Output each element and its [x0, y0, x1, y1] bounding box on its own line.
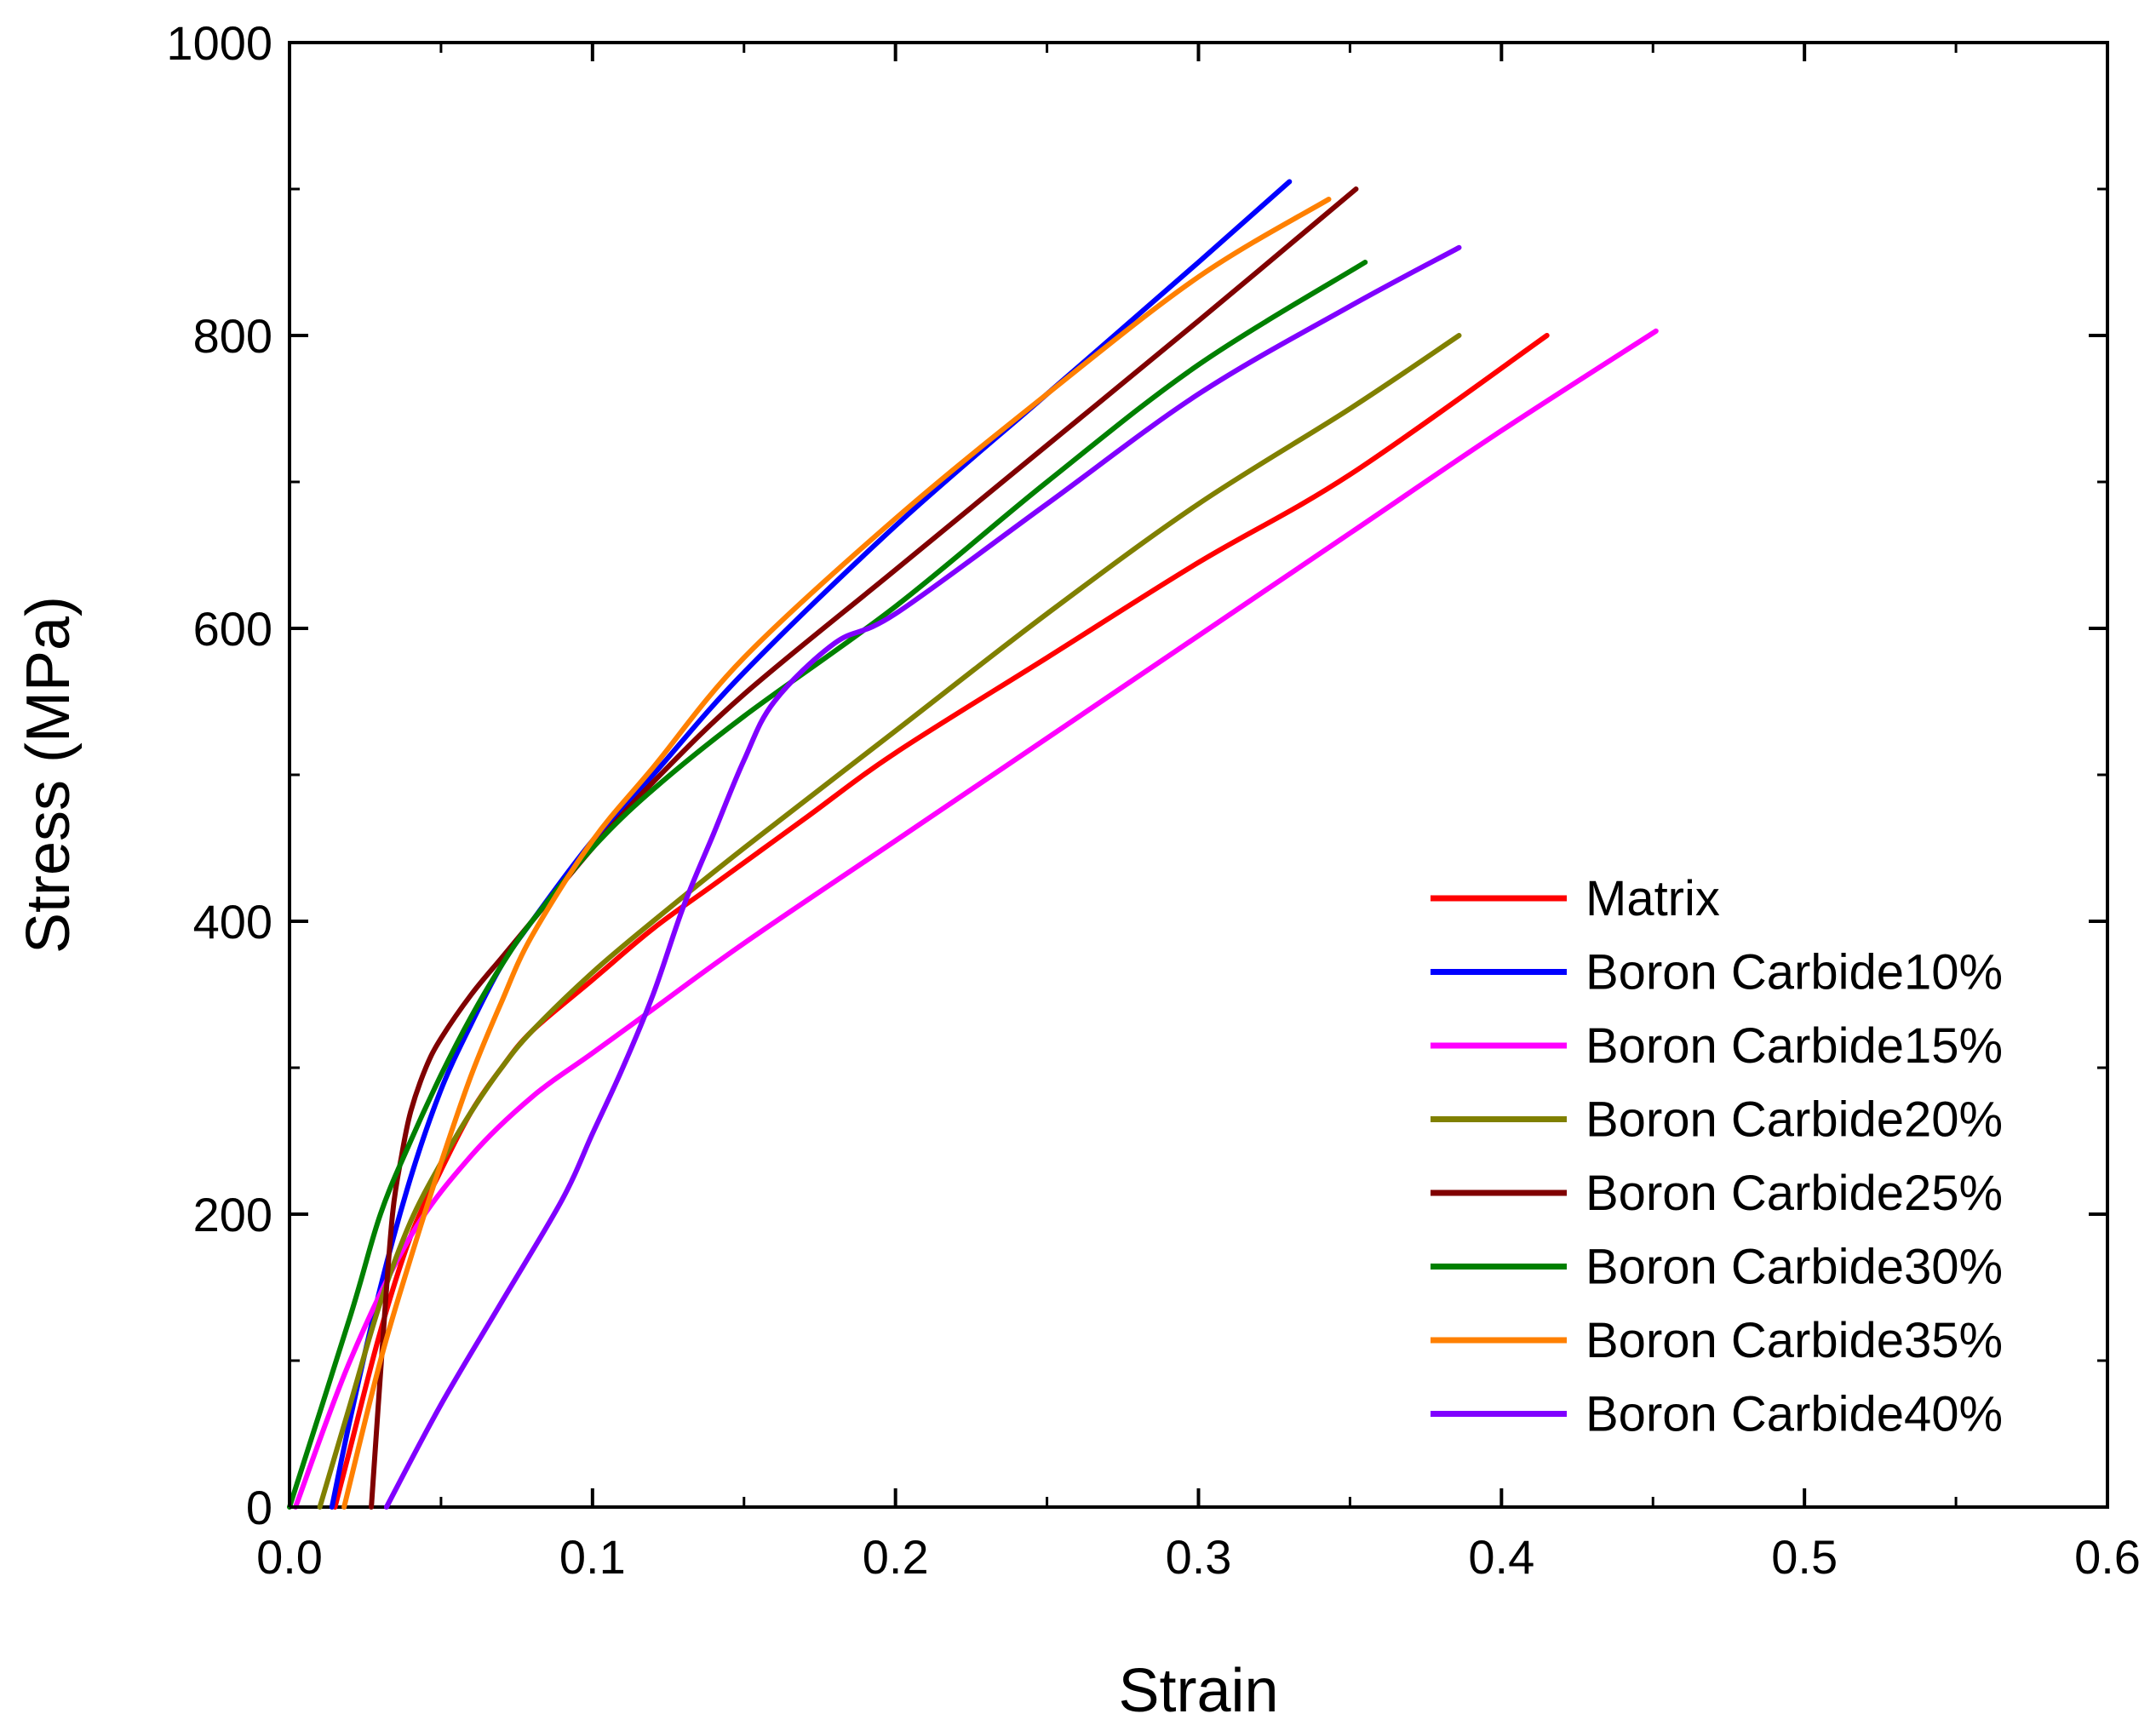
legend-label: Boron Carbide10%	[1585, 945, 2003, 1000]
x-tick-label: 0.0	[256, 1530, 323, 1584]
x-tick-label: 0.5	[1771, 1530, 1838, 1584]
legend: Matrix Boron Carbide10% Boron Carbide15% Bo…	[1431, 871, 2003, 1442]
y-tick-label: 0	[246, 1481, 272, 1534]
series-line-2	[293, 328, 1659, 1510]
series-line-3	[317, 333, 1462, 1510]
axis-ticks: 0.0 0.1 0.2 0.3 0.4 0.5 0.6 0 200 400 600 800 1000	[166, 16, 2141, 1584]
y-tick-label: 800	[193, 309, 272, 363]
legend-item: Boron Carbide30%	[1431, 1240, 2003, 1295]
x-tick-label: 0.1	[559, 1530, 626, 1584]
y-tick-label: 400	[193, 895, 272, 949]
y-tick-label: 1000	[166, 16, 272, 70]
legend-item: Matrix	[1431, 871, 1720, 926]
series-line-0	[332, 333, 1550, 1510]
y-tick-label: 600	[193, 602, 272, 656]
legend-item: Boron Carbide35%	[1431, 1313, 2003, 1368]
series-line-6	[341, 197, 1332, 1510]
x-tick-label: 0.4	[1468, 1530, 1534, 1584]
legend-item: Boron Carbide10%	[1431, 945, 2003, 1000]
legend-item: Boron Carbide15%	[1431, 1018, 2003, 1074]
legend-label: Boron Carbide35%	[1585, 1313, 2003, 1368]
series-line-1	[329, 179, 1293, 1510]
series-line-5	[287, 260, 1368, 1510]
legend-item: Boron Carbide40%	[1431, 1387, 2003, 1442]
x-axis-title: Strain	[1118, 1657, 1278, 1725]
x-tick-label: 0.3	[1166, 1530, 1232, 1584]
legend-label: Boron Carbide15%	[1585, 1018, 2003, 1074]
legend-label: Boron Carbide30%	[1585, 1240, 2003, 1295]
x-tick-label: 0.6	[2074, 1530, 2141, 1584]
legend-item: Boron Carbide25%	[1431, 1166, 2003, 1221]
y-axis-title: Stress (MPa)	[14, 596, 83, 954]
x-tick-label: 0.2	[863, 1530, 929, 1584]
series-lines	[287, 179, 1659, 1510]
series-line-7	[383, 244, 1462, 1510]
legend-label: Boron Carbide40%	[1585, 1387, 2003, 1442]
legend-label: Boron Carbide20%	[1585, 1092, 2003, 1148]
legend-label: Matrix	[1585, 871, 1720, 926]
legend-item: Boron Carbide20%	[1431, 1092, 2003, 1148]
legend-label: Boron Carbide25%	[1585, 1166, 2003, 1221]
y-tick-label: 200	[193, 1188, 272, 1241]
